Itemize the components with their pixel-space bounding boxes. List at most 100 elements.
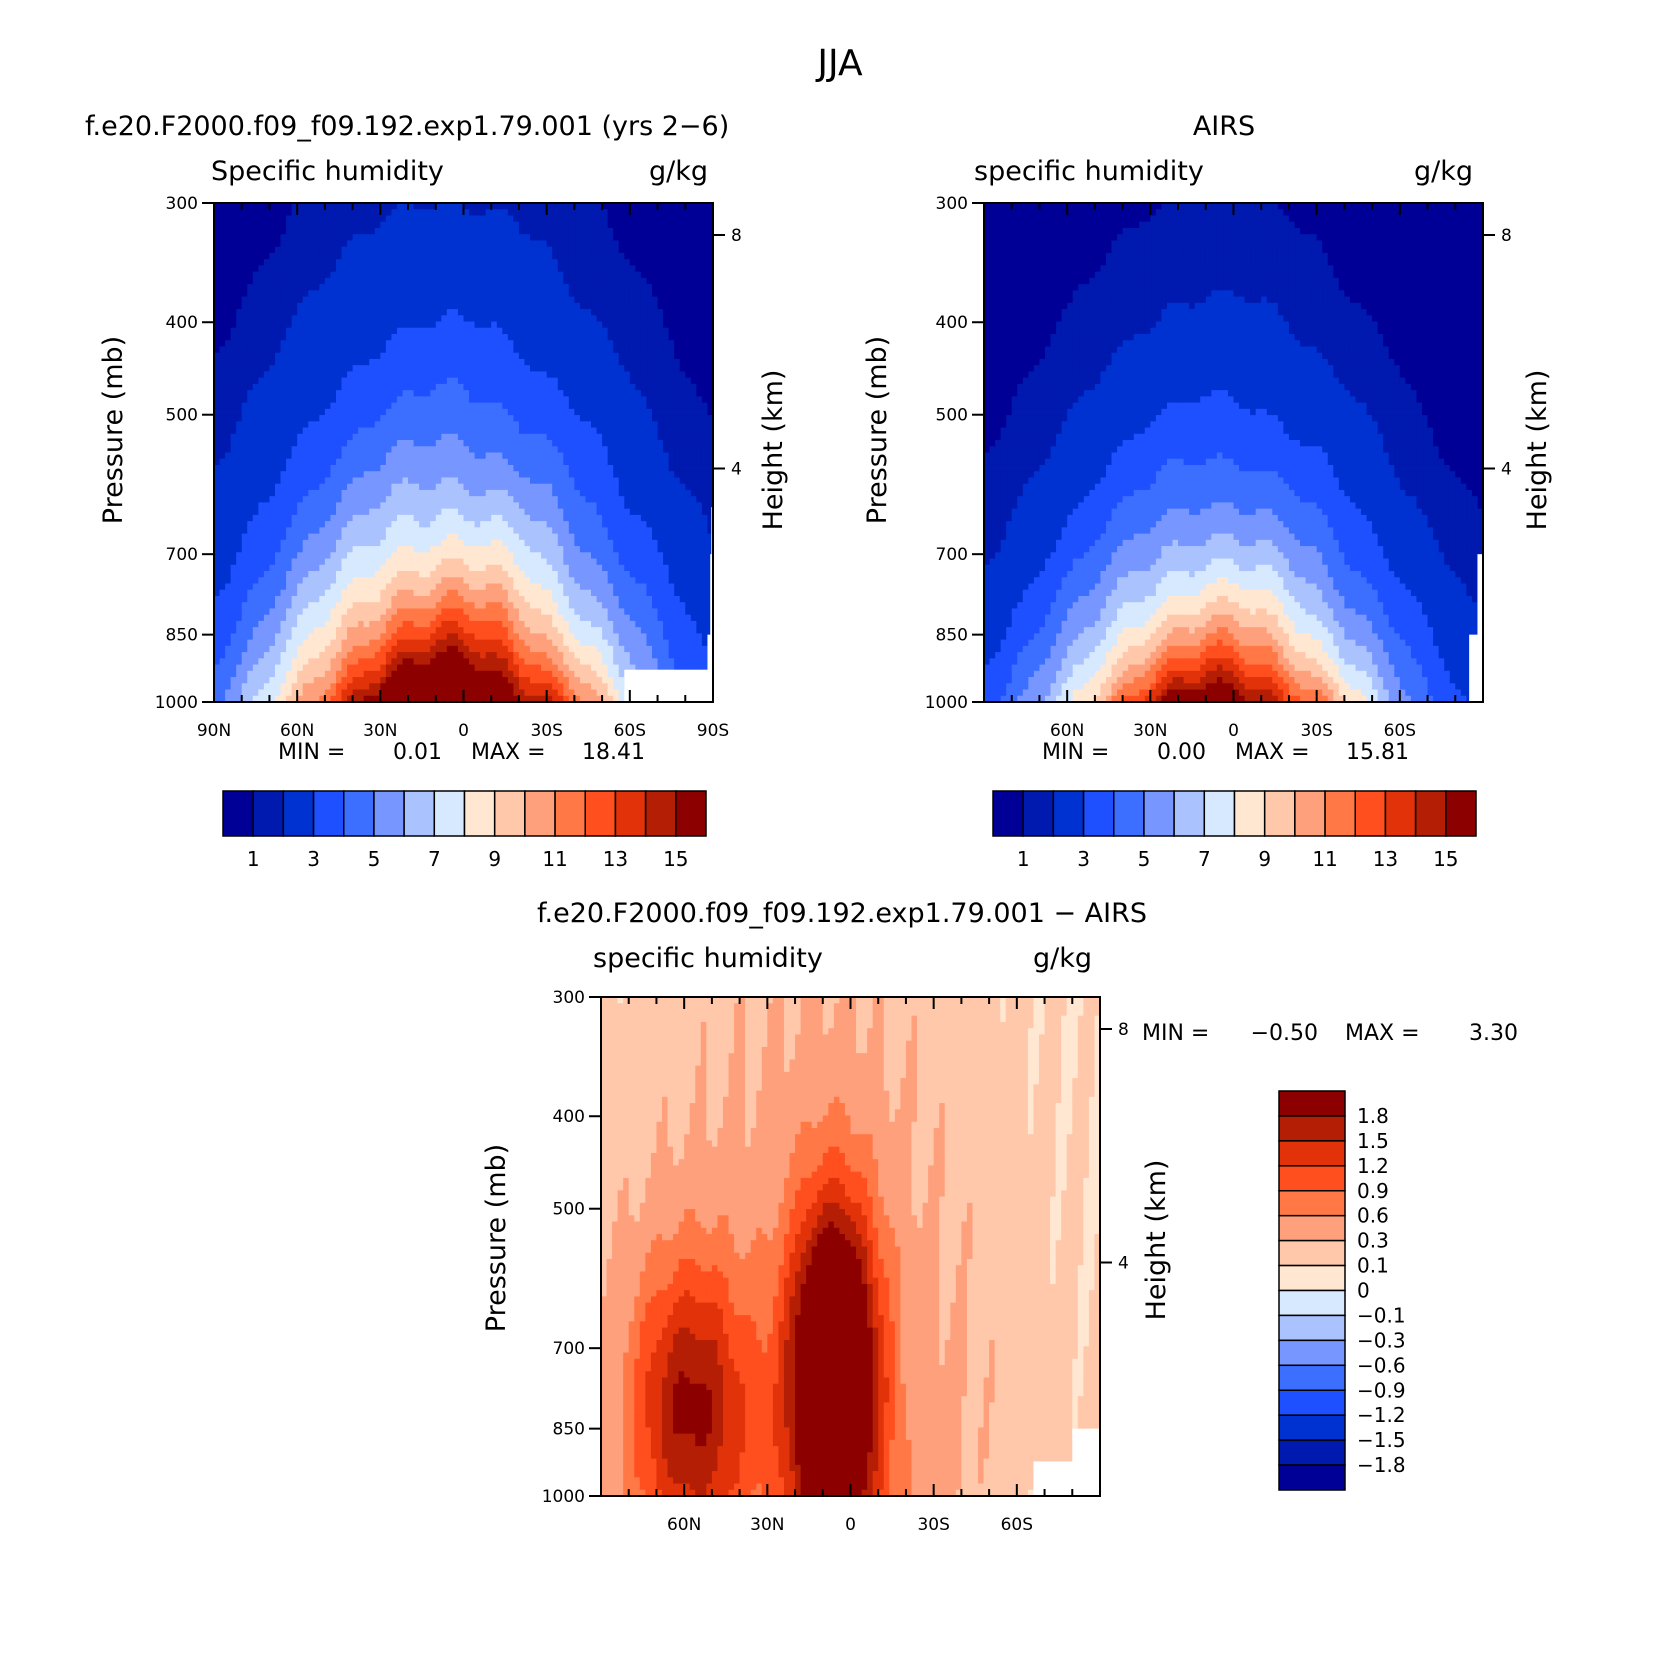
contour-cell bbox=[397, 396, 403, 403]
contour-cell bbox=[286, 228, 292, 235]
contour-cell bbox=[491, 565, 497, 572]
contour-cell bbox=[425, 459, 431, 466]
contour-cell bbox=[408, 403, 414, 410]
contour-cell bbox=[353, 577, 359, 584]
contour-cell bbox=[303, 471, 309, 478]
contour-cell bbox=[347, 384, 353, 391]
contour-cell bbox=[347, 665, 353, 672]
contour-cell bbox=[536, 509, 542, 516]
contour-cell bbox=[513, 509, 519, 516]
contour-cell bbox=[391, 677, 397, 684]
contour-cell bbox=[358, 527, 364, 534]
contour-cell bbox=[275, 633, 281, 640]
contour-cell bbox=[436, 253, 442, 260]
contour-cell bbox=[247, 627, 253, 634]
contour-cell bbox=[441, 615, 447, 622]
contour-cell bbox=[430, 459, 436, 466]
contour-cell bbox=[369, 428, 375, 435]
contour-cell bbox=[380, 446, 386, 453]
contour-cell bbox=[314, 346, 320, 353]
contour-cell bbox=[231, 403, 237, 410]
contour-cell bbox=[253, 546, 259, 553]
contour-cell bbox=[236, 590, 242, 597]
contour-cell bbox=[552, 453, 558, 460]
contour-cell bbox=[342, 690, 348, 697]
contour-cell bbox=[325, 396, 331, 403]
contour-cell bbox=[486, 471, 492, 478]
contour-cell bbox=[236, 671, 242, 678]
contour-cell bbox=[220, 490, 226, 497]
contour-cell bbox=[447, 453, 453, 460]
contour-cell bbox=[336, 365, 342, 372]
contour-cell bbox=[447, 440, 453, 447]
contour-cell bbox=[303, 265, 309, 272]
contour-cell bbox=[242, 259, 248, 266]
contour-cell bbox=[225, 365, 231, 372]
contour-cell bbox=[342, 633, 348, 640]
contour-cell bbox=[358, 365, 364, 372]
contour-cell bbox=[403, 440, 409, 447]
contour-cell bbox=[325, 284, 331, 291]
contour-cell bbox=[464, 534, 470, 541]
contour-cell bbox=[497, 596, 503, 603]
contour-cell bbox=[419, 590, 425, 597]
contour-cell bbox=[436, 434, 442, 441]
contour-cell bbox=[508, 365, 514, 372]
contour-cell bbox=[447, 509, 453, 516]
contour-cell bbox=[464, 222, 470, 229]
contour-cell bbox=[281, 608, 287, 615]
contour-cell bbox=[436, 240, 442, 247]
contour-cell bbox=[386, 521, 392, 528]
contour-cell bbox=[386, 265, 392, 272]
contour-cell bbox=[281, 247, 287, 254]
contour-cell bbox=[552, 459, 558, 466]
contour-cell bbox=[486, 446, 492, 453]
contour-cell bbox=[308, 602, 314, 609]
contour-cell bbox=[469, 583, 475, 590]
contour-cell bbox=[419, 290, 425, 297]
contour-cell bbox=[519, 521, 525, 528]
contour-cell bbox=[225, 222, 231, 229]
contour-cell bbox=[441, 546, 447, 553]
contour-cell bbox=[480, 509, 486, 516]
contour-cell bbox=[513, 502, 519, 509]
contour-cell bbox=[480, 540, 486, 547]
contour-cell bbox=[330, 671, 336, 678]
contour-cell bbox=[486, 534, 492, 541]
contour-cell bbox=[491, 297, 497, 304]
contour-cell bbox=[231, 596, 237, 603]
contour-cell bbox=[319, 272, 325, 279]
contour-cell bbox=[524, 534, 530, 541]
contour-cell bbox=[347, 459, 353, 466]
contour-cell bbox=[369, 683, 375, 690]
contour-cell bbox=[530, 615, 536, 622]
contour-cell bbox=[247, 371, 253, 378]
contour-cell bbox=[408, 346, 414, 353]
contour-cell bbox=[375, 259, 381, 266]
contour-cell bbox=[286, 340, 292, 347]
contour-cell bbox=[242, 471, 248, 478]
contour-cell bbox=[308, 428, 314, 435]
contour-cell bbox=[502, 577, 508, 584]
contour-cell bbox=[419, 203, 425, 210]
contour-cell bbox=[391, 602, 397, 609]
contour-cell bbox=[552, 646, 558, 653]
contour-cell bbox=[303, 247, 309, 254]
contour-cell bbox=[308, 222, 314, 229]
contour-cell bbox=[297, 596, 303, 603]
contour-cell bbox=[364, 515, 370, 522]
contour-cell bbox=[486, 309, 492, 316]
contour-cell bbox=[347, 278, 353, 285]
contour-cell bbox=[380, 608, 386, 615]
contour-cell bbox=[519, 297, 525, 304]
contour-cell bbox=[414, 265, 420, 272]
contour-cell bbox=[231, 359, 237, 366]
contour-cell bbox=[391, 690, 397, 697]
contour-cell bbox=[225, 521, 231, 528]
contour-cell bbox=[403, 265, 409, 272]
contour-cell bbox=[547, 378, 553, 385]
contour-cell bbox=[353, 496, 359, 503]
contour-cell bbox=[530, 477, 536, 484]
contour-cell bbox=[380, 546, 386, 553]
contour-cell bbox=[220, 322, 226, 329]
